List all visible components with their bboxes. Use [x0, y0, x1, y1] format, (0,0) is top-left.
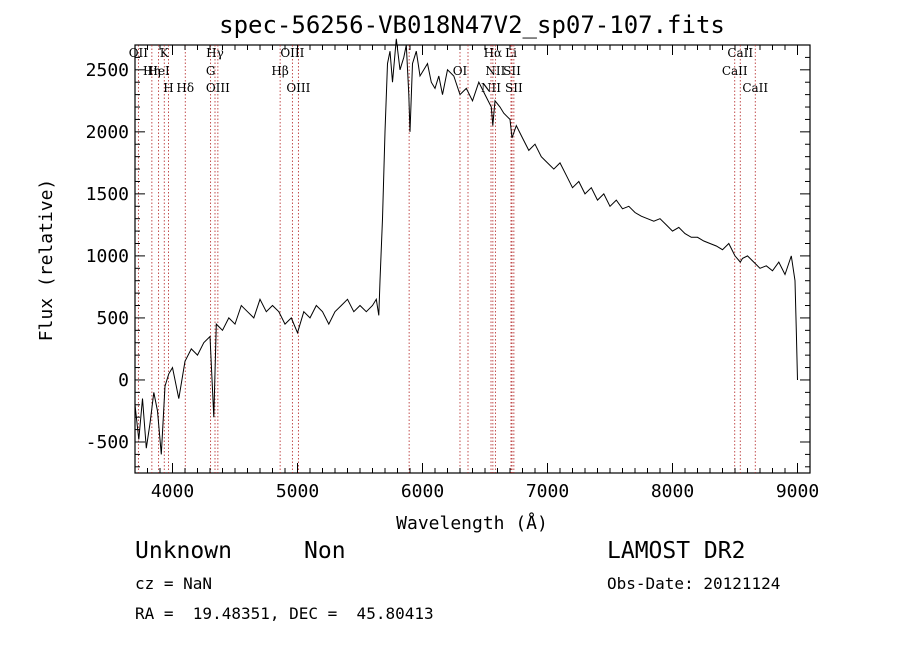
- marker-label: CaII: [722, 64, 748, 78]
- marker-label: OII: [129, 46, 149, 60]
- marker-label: Hη: [143, 64, 161, 78]
- marker-label: NII: [485, 64, 505, 78]
- marker-label: Hγ: [206, 46, 224, 60]
- marker-label: Li: [505, 46, 517, 60]
- spectrum-chart: spec-56256-VB018N47V2_sp07-107.fits 4000…: [36, 11, 819, 534]
- y-tick-label: 1500: [86, 184, 129, 205]
- y-tick-label: 500: [96, 308, 129, 329]
- marker-label: K: [160, 46, 170, 60]
- marker-label: SII: [503, 64, 521, 78]
- axis-ticks: [134, 44, 811, 473]
- y-tick-label: 2000: [86, 122, 129, 143]
- marker-label: OIII: [206, 81, 230, 95]
- marker-label: HeI: [147, 64, 170, 78]
- obs-date: Obs-Date: 20121124: [607, 574, 781, 593]
- marker-label: CaII: [742, 81, 768, 95]
- marker-label: H: [163, 81, 173, 95]
- ra-dec: RA = 19.48351, DEC = 45.80413: [135, 604, 434, 623]
- marker-label: Hδ: [176, 81, 194, 95]
- x-axis-label: Wavelength (Å): [396, 512, 548, 534]
- y-tick-label: 0: [118, 370, 129, 391]
- marker-label: NII: [481, 81, 501, 95]
- x-tick-label: 5000: [276, 481, 319, 502]
- marker-label: OI: [453, 64, 468, 78]
- y-tick-label: -500: [86, 432, 129, 453]
- redshift-cz: cz = NaN: [135, 574, 213, 593]
- marker-label: Hβ: [271, 64, 288, 78]
- spectrum-line: [134, 38, 798, 455]
- marker-label: OIII: [280, 46, 304, 60]
- y-tick-label: 1000: [86, 246, 129, 267]
- marker-labels: OIIHηHKHeIHδHγGOIIIOIIIHβOIIIOIHαSIINIIL…: [129, 46, 769, 95]
- marker-label: CaII: [727, 46, 753, 60]
- chart-title: spec-56256-VB018N47V2_sp07-107.fits: [219, 11, 725, 39]
- y-tick-labels: -500 0 500 1000 1500 2000 2500: [86, 60, 129, 453]
- marker-label: Hα: [484, 46, 503, 60]
- x-tick-label: 7000: [526, 481, 569, 502]
- x-tick-label: 4000: [151, 481, 194, 502]
- plot-frame: [134, 44, 811, 474]
- x-tick-label: 9000: [776, 481, 819, 502]
- survey-name: LAMOST DR2: [607, 538, 746, 564]
- y-axis-label: Flux (relative): [36, 179, 57, 342]
- marker-label: SII: [505, 81, 523, 95]
- marker-lines: [137, 45, 756, 473]
- marker-label: OIII: [286, 81, 310, 95]
- y-tick-label: 2500: [86, 60, 129, 81]
- object-class: Unknown: [135, 538, 232, 564]
- x-tick-labels: 4000 5000 6000 7000 8000 9000: [151, 481, 819, 502]
- x-tick-label: 6000: [401, 481, 444, 502]
- marker-label: G: [206, 64, 216, 78]
- x-tick-label: 8000: [651, 481, 694, 502]
- object-subclass: Non: [304, 538, 346, 564]
